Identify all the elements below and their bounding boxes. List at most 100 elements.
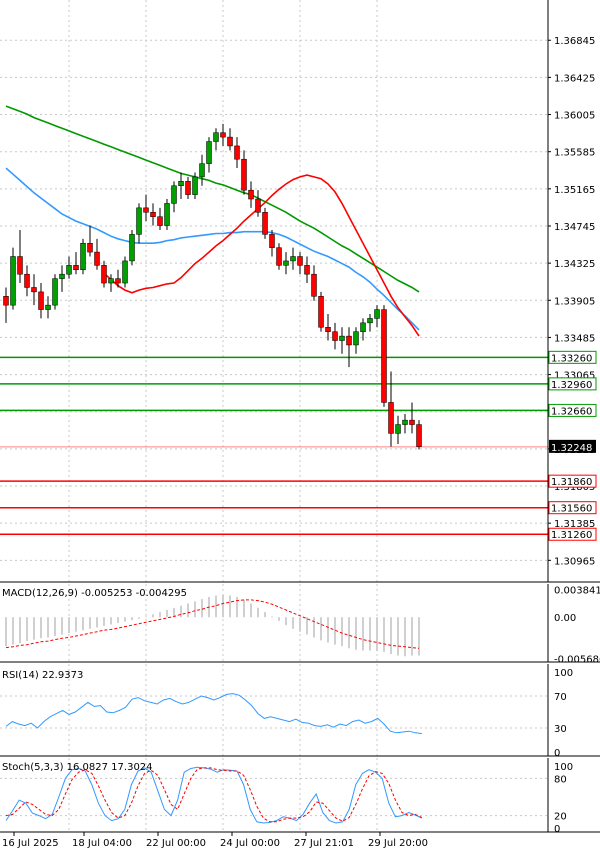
candle: [101, 260, 107, 288]
bear-candle-body: [304, 265, 310, 275]
bull-candle-body: [395, 424, 401, 434]
candle: [227, 128, 233, 151]
candle: [94, 238, 100, 270]
bear-candle-body: [262, 212, 268, 235]
candle: [297, 252, 303, 275]
bear-candle-body: [94, 251, 100, 266]
stoch-tick-label: 0: [554, 824, 560, 835]
bull-candle-body: [52, 278, 58, 306]
time-tick-label: 29 Jul 20:00: [368, 838, 428, 849]
stoch-k-path: [5, 766, 423, 824]
bear-candle-body: [24, 273, 30, 288]
bear-candle-body: [241, 158, 247, 191]
rsi-axis: 100 70 30 0: [554, 668, 573, 759]
candle: [192, 172, 198, 200]
bull-candle-body: [353, 331, 359, 346]
candle: [199, 154, 205, 186]
candle: [395, 415, 401, 445]
bull-candle-body: [136, 207, 142, 235]
current-price-text: 1.32248: [551, 443, 592, 454]
bear-candle-body: [115, 278, 121, 284]
candle: [10, 247, 16, 310]
support-tag-text: 1.31860: [551, 477, 592, 488]
candle: [381, 305, 387, 407]
candle: [241, 150, 247, 195]
candle: [304, 256, 310, 284]
candle: [150, 203, 156, 226]
candle: [178, 172, 184, 200]
candle: [157, 207, 163, 230]
candle: [206, 137, 212, 173]
stoch-label: Stoch(5,3,3) 16.0827 17.3024: [2, 762, 153, 773]
candle: [388, 371, 394, 447]
resistance-tag-text: 1.32960: [551, 380, 592, 391]
stoch-tick-label: 80: [554, 774, 567, 785]
level-tags: 1.33260 1.32960 1.32660 1.31860 1.31560 1.312…: [548, 350, 597, 541]
price-tick-label: 1.34325: [554, 259, 595, 270]
candle: [269, 229, 275, 257]
bull-candle-body: [374, 309, 380, 319]
rsi-tick-label: 0: [554, 748, 560, 759]
current-price-tag: 1.32248: [549, 439, 596, 454]
rsi-panel[interactable]: 100 70 30 0 RSI(14) 22.9373: [0, 668, 573, 759]
candle: [87, 225, 93, 257]
bear-candle-body: [416, 424, 422, 447]
bull-candle-body: [360, 322, 366, 332]
price-tick-label: 1.33065: [554, 371, 595, 382]
bear-candle-body: [311, 273, 317, 297]
macd-label: MACD(12,26,9) -0.005253 -0.004295: [2, 588, 187, 599]
bull-candle-body: [80, 242, 86, 271]
bull-candle-body: [66, 265, 72, 275]
support-tag: 1.31560: [548, 501, 597, 515]
time-tick-label: 27 Jul 21:01: [294, 838, 354, 849]
bull-candle-body: [402, 419, 408, 425]
bear-candle-body: [381, 309, 387, 403]
bear-candle-body: [38, 291, 44, 310]
macd-tick-label: 0.003841: [554, 585, 600, 596]
bull-candle-body: [367, 318, 373, 324]
stoch-tick-label: 20: [554, 812, 567, 823]
candle: [276, 243, 282, 270]
candle: [31, 274, 37, 306]
bull-candle-body: [206, 141, 212, 164]
candle: [318, 291, 324, 332]
support-tag-text: 1.31560: [551, 504, 592, 515]
rsi-label: RSI(14) 22.9373: [2, 670, 83, 681]
price-tick-label: 1.31385: [554, 519, 595, 530]
bear-candle-body: [227, 136, 233, 147]
candle: [360, 318, 366, 341]
bear-candle-body: [3, 296, 9, 306]
price-tick-label: 1.36845: [554, 36, 595, 47]
bear-candle-body: [346, 335, 352, 346]
price-tick-label: 1.36005: [554, 111, 595, 122]
ma-blue-line: [5, 167, 420, 331]
price-tick-label: 1.33485: [554, 333, 595, 344]
bear-candle-body: [388, 402, 394, 434]
price-tick-label: 1.33905: [554, 296, 595, 307]
candle: [122, 256, 128, 288]
bear-candle-body: [17, 256, 23, 275]
candle: [80, 238, 86, 275]
candle: [416, 420, 422, 450]
candle: [339, 327, 345, 354]
ma-green-line: [5, 105, 420, 293]
price-tick-label: 1.36425: [554, 73, 595, 84]
support-tag-box: [548, 527, 597, 541]
ma-red-line: [103, 174, 420, 337]
time-tick-label: 22 Jul 00:00: [146, 838, 206, 849]
macd-tick-label: 0.00: [554, 613, 576, 624]
time-tick-label: 24 Jul 00:00: [220, 838, 280, 849]
bear-candle-body: [318, 296, 324, 328]
bull-candle-body: [171, 185, 177, 204]
support-tag-box: [548, 474, 597, 488]
price-panel[interactable]: 1.36845 1.36425 1.36005 1.35585 1.35165 1.347…: [0, 0, 597, 832]
candle: [325, 313, 331, 341]
candle: [332, 322, 338, 350]
bear-candle-body: [31, 287, 37, 293]
bear-candle-body: [185, 181, 191, 195]
macd-panel[interactable]: 0.003841 0.00 -0.005686 MACD(12,26,9) -0.0…: [2, 585, 600, 665]
candle: [24, 265, 30, 297]
